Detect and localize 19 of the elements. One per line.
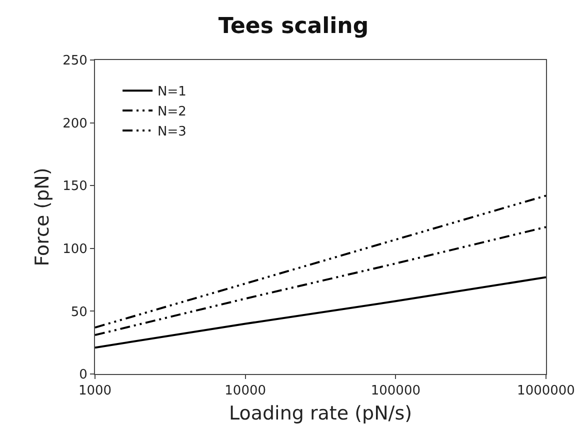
- line-series: [95, 194, 546, 329]
- y-tick-label: 200: [62, 116, 88, 132]
- x-axis-title: Loading rate (pN/s): [228, 402, 412, 424]
- y-tick-label: 100: [62, 242, 88, 257]
- y-axis-title: Force (pN): [31, 168, 54, 266]
- y-tick-label: 150: [62, 179, 88, 194]
- line-series: [95, 226, 546, 336]
- line-series: [95, 276, 546, 349]
- chart-title: Tees scaling: [218, 14, 369, 39]
- y-tick-label: 50: [70, 304, 88, 320]
- legend-label: N=1: [158, 84, 186, 100]
- legend-label: N=3: [158, 124, 186, 140]
- x-tick-label: 100000: [370, 384, 420, 399]
- y-tick-label: 0: [79, 368, 88, 383]
- x-tick-label: 1000: [78, 384, 112, 399]
- legend-label: N=2: [158, 104, 186, 120]
- y-tick-label: 250: [62, 54, 88, 69]
- x-tick-label: 10000: [224, 384, 266, 399]
- x-tick-label: 1000000: [517, 384, 575, 399]
